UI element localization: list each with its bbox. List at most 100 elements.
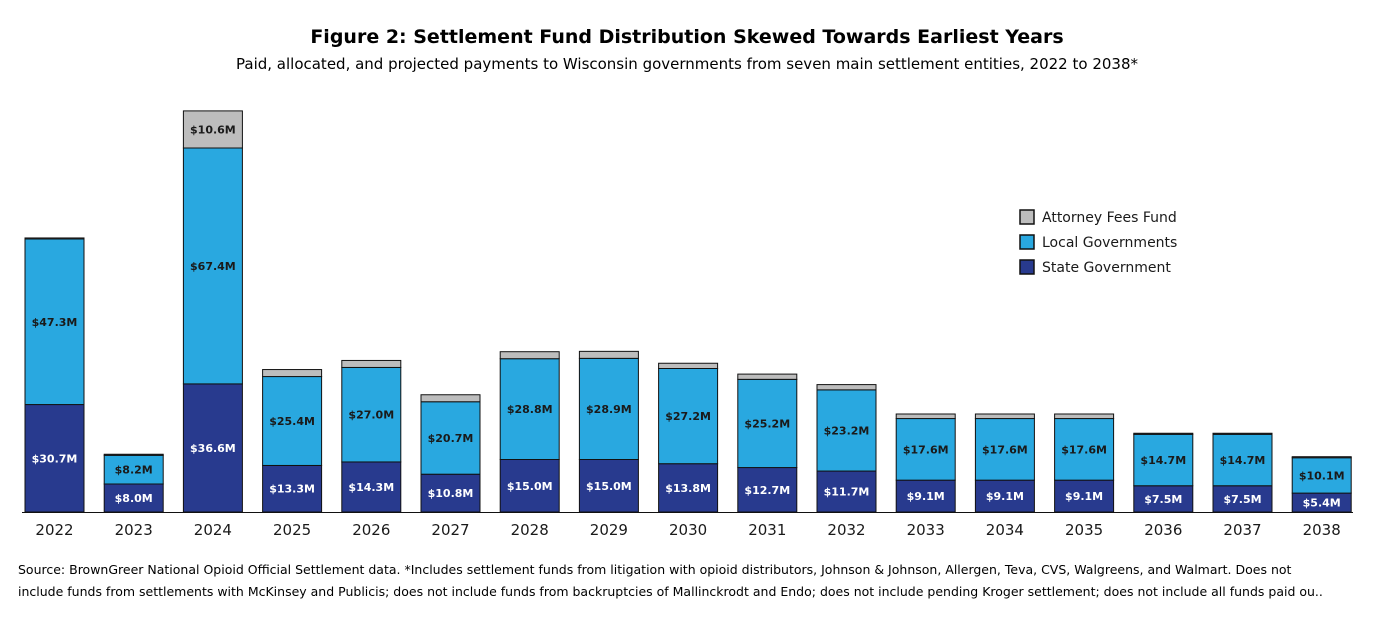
bar-attorney-fees-fund-2035	[1054, 413, 1115, 420]
bar-labels-layer: $30.7M $47.3M $8.0M $8.2M $36.6M $67.4M $10.6M…	[32, 123, 1345, 509]
x-tick-label-2037: 2037	[1223, 521, 1261, 539]
bar-attorney-fees-fund-2029	[578, 350, 639, 359]
x-tick-label-2023: 2023	[115, 521, 153, 539]
x-tick-label-2022: 2022	[35, 521, 73, 539]
bar-attorney-fees-fund-2026	[341, 359, 402, 368]
bar-state-government-2035	[1054, 479, 1115, 513]
x-tick-label-2027: 2027	[431, 521, 469, 539]
bar-label-attorney-fees-fund-2024: $10.6M	[190, 123, 236, 136]
bar-label-state-government-2025: $13.3M	[269, 483, 315, 496]
bar-attorney-fees-fund-2033	[895, 413, 956, 420]
bar-label-local-governments-2036: $14.7M	[1140, 454, 1186, 467]
x-tick-label-2034: 2034	[986, 521, 1024, 539]
bar-label-local-governments-2033: $17.6M	[903, 443, 949, 456]
bar-label-state-government-2023: $8.0M	[115, 492, 153, 505]
x-tick-label-2038: 2038	[1303, 521, 1341, 539]
bar-label-local-governments-2022: $47.3M	[32, 316, 78, 329]
bar-label-state-government-2032: $11.7M	[824, 486, 870, 499]
legend-label-state-government: State Government	[1042, 260, 1171, 276]
chart-title: Figure 2: Settlement Fund Distribution S…	[310, 26, 1064, 48]
legend-swatch-local-governments	[1019, 234, 1035, 250]
bar-state-government-2027	[420, 473, 481, 513]
bar-state-government-2030	[658, 463, 719, 513]
bar-attorney-fees-fund-2022	[24, 237, 85, 240]
bar-local-governments-2028	[499, 358, 560, 461]
bar-attorney-fees-fund-2031	[737, 373, 798, 380]
bar-label-local-governments-2034: $17.6M	[982, 443, 1028, 456]
bar-attorney-fees-fund-2025	[262, 369, 323, 378]
bar-label-state-government-2038: $5.4M	[1303, 497, 1341, 510]
bar-attorney-fees-fund-2036	[1133, 432, 1194, 435]
bar-attorney-fees-fund-2032	[816, 384, 877, 391]
bar-label-state-government-2026: $14.3M	[348, 481, 394, 494]
source-note-line-2: include funds from settlements with McKi…	[18, 584, 1323, 599]
x-tick-label-2028: 2028	[511, 521, 549, 539]
bar-local-governments-2025	[262, 376, 323, 466]
bar-label-local-governments-2031: $25.2M	[744, 417, 790, 430]
legend-swatch-attorney-fees-fund	[1019, 209, 1035, 225]
x-tick-label-2026: 2026	[352, 521, 390, 539]
bar-label-local-governments-2026: $27.0M	[348, 409, 394, 422]
bar-label-state-government-2028: $15.0M	[507, 480, 553, 493]
bar-label-state-government-2030: $13.8M	[665, 482, 711, 495]
bar-state-government-2026	[341, 461, 402, 513]
x-tick-label-2035: 2035	[1065, 521, 1103, 539]
bar-label-local-governments-2030: $27.2M	[665, 410, 711, 423]
bar-state-government-2029	[578, 459, 639, 513]
x-tick-label-2031: 2031	[748, 521, 786, 539]
x-tick-label-2030: 2030	[669, 521, 707, 539]
bar-label-state-government-2036: $7.5M	[1144, 493, 1182, 506]
bar-label-state-government-2033: $9.1M	[907, 490, 945, 503]
bar-label-local-governments-2023: $8.2M	[115, 464, 153, 477]
x-tick-label-2024: 2024	[194, 521, 232, 539]
bar-attorney-fees-fund-2037	[1212, 432, 1273, 435]
bar-local-governments-2036	[1133, 433, 1194, 487]
bar-local-governments-2031	[737, 378, 798, 469]
bar-attorney-fees-fund-2030	[658, 362, 719, 369]
bar-label-local-governments-2032: $23.2M	[824, 424, 870, 437]
bar-label-local-governments-2035: $17.6M	[1061, 443, 1107, 456]
bar-state-government-2022	[24, 404, 85, 513]
bar-local-governments-2032	[816, 389, 877, 472]
legend-swatch-state-government	[1019, 259, 1035, 275]
bar-local-governments-2038	[1291, 457, 1352, 494]
legend: Attorney Fees Fund Local Governments State…	[1019, 209, 1177, 276]
bar-state-government-2028	[499, 459, 560, 513]
bar-label-state-government-2037: $7.5M	[1223, 493, 1261, 506]
bar-local-governments-2030	[658, 368, 719, 465]
bar-local-governments-2034	[974, 418, 1035, 481]
bar-local-governments-2027	[420, 401, 481, 475]
bar-label-local-governments-2024: $67.4M	[190, 260, 236, 273]
bar-label-local-governments-2038: $10.1M	[1299, 469, 1345, 482]
bar-local-governments-2022	[24, 238, 85, 406]
bar-attorney-fees-fund-2024	[182, 110, 243, 149]
chart-subtitle: Paid, allocated, and projected payments …	[236, 55, 1138, 73]
bar-attorney-fees-fund-2027	[420, 394, 481, 403]
bar-label-local-governments-2037: $14.7M	[1220, 454, 1266, 467]
legend-label-local-governments: Local Governments	[1042, 235, 1177, 251]
bar-label-local-governments-2028: $28.8M	[507, 403, 553, 416]
source-note-line-1: Source: BrownGreer National Opioid Offic…	[18, 562, 1292, 577]
x-axis-ticks: 2022 2023 2024 2025 2026 2027 2028 2029 2030 2031…	[35, 521, 1340, 539]
x-tick-label-2029: 2029	[590, 521, 628, 539]
bar-attorney-fees-fund-2028	[499, 351, 560, 360]
x-tick-label-2036: 2036	[1144, 521, 1182, 539]
bar-state-government-2024	[182, 383, 243, 513]
bar-attorney-fees-fund-2034	[974, 413, 1035, 420]
bars-layer	[22, 110, 1353, 513]
bar-label-state-government-2027: $10.8M	[428, 487, 474, 500]
bar-label-local-governments-2029: $28.9M	[586, 403, 632, 416]
x-tick-label-2032: 2032	[827, 521, 865, 539]
bar-attorney-fees-fund-2023	[103, 453, 164, 456]
bar-attorney-fees-fund-2038	[1291, 456, 1352, 459]
bar-local-governments-2024	[182, 147, 243, 385]
bar-label-state-government-2035: $9.1M	[1065, 490, 1103, 503]
bar-local-governments-2026	[341, 366, 402, 463]
bar-label-state-government-2034: $9.1M	[986, 490, 1024, 503]
legend-label-attorney-fees-fund: Attorney Fees Fund	[1042, 210, 1177, 226]
bar-local-governments-2029	[578, 357, 639, 461]
bar-label-local-governments-2025: $25.4M	[269, 415, 315, 428]
bar-label-state-government-2031: $12.7M	[744, 484, 790, 497]
bar-local-governments-2033	[895, 418, 956, 481]
